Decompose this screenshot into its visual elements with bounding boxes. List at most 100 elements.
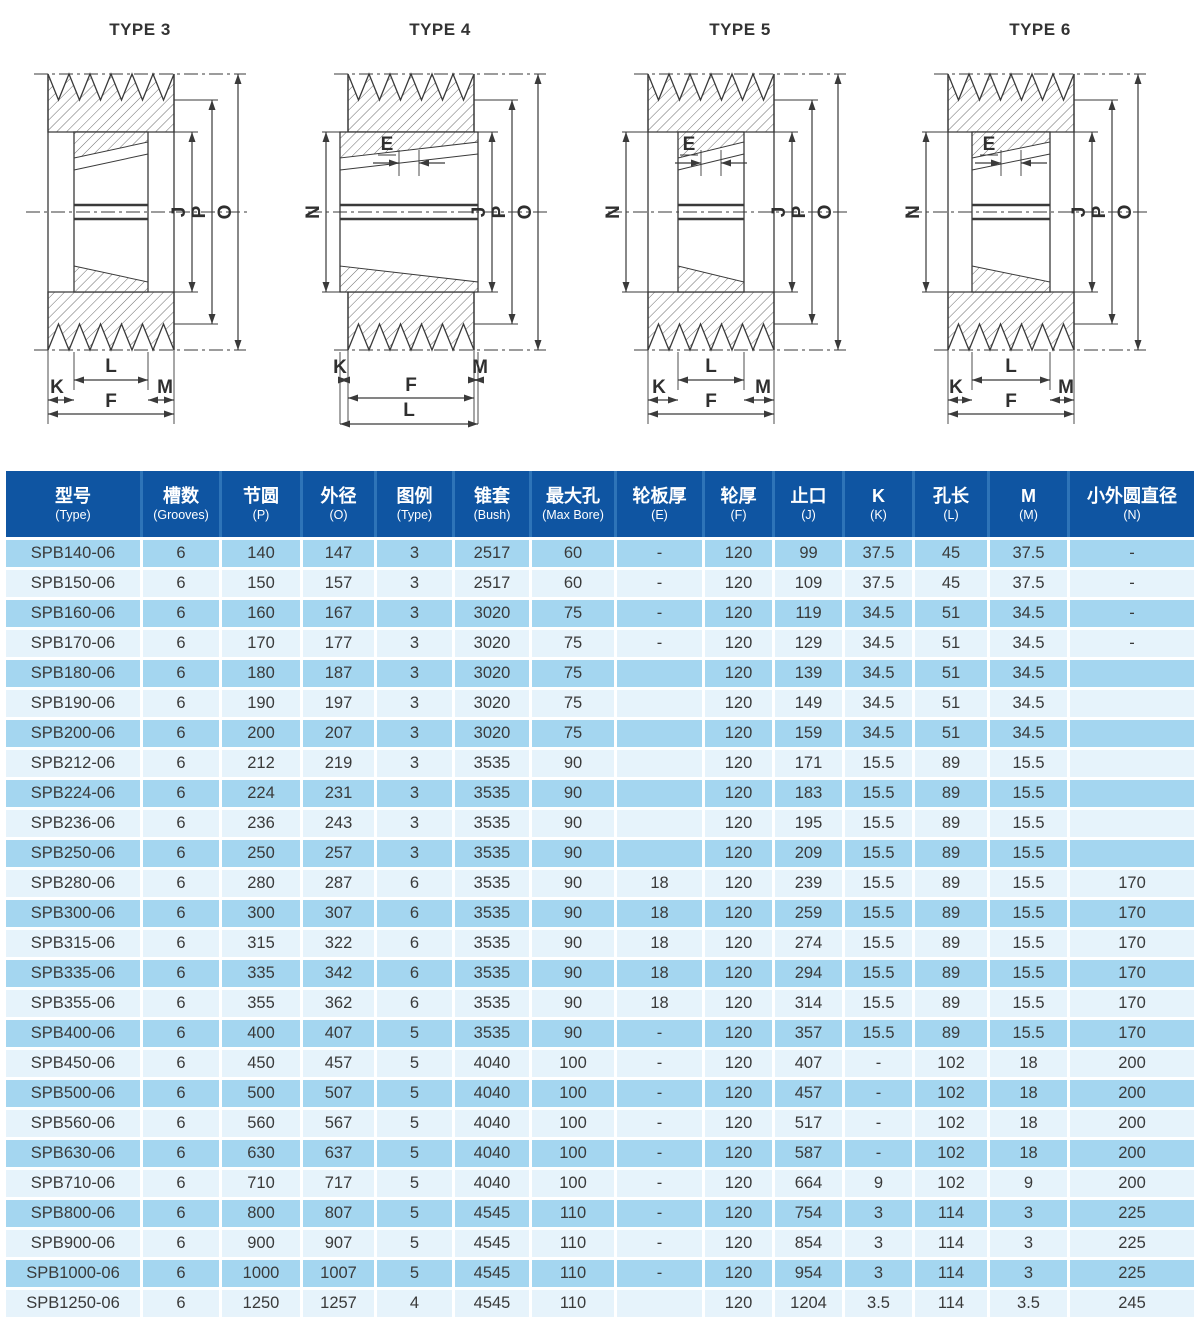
table-cell: 954 (775, 1260, 842, 1287)
table-cell: 90 (532, 1020, 614, 1047)
table-cell: 6 (143, 750, 219, 777)
table-cell: 637 (303, 1140, 374, 1167)
table-row: SPB355-06 6 355 362 6 3535 90 18 120 314 15.5 89 15.… (6, 990, 1194, 1017)
svg-text:O: O (815, 205, 836, 220)
table-cell: 754 (775, 1200, 842, 1227)
table-cell: 147 (303, 540, 374, 567)
table-cell: 34.5 (990, 690, 1067, 717)
table-cell: 6 (143, 780, 219, 807)
table-cell: 89 (915, 930, 987, 957)
svg-text:F: F (105, 391, 117, 412)
table-cell: 6 (377, 900, 452, 927)
table-cell: 6 (143, 870, 219, 897)
table-cell: 18 (617, 960, 702, 987)
table-cell: 90 (532, 750, 614, 777)
table-cell: - (845, 1050, 912, 1077)
table-cell: 120 (705, 990, 772, 1017)
table-row: SPB400-06 6 400 407 5 3535 90-120 357 15.5 89 15.5… (6, 1020, 1194, 1047)
table-cell: 100 (532, 1110, 614, 1137)
table-cell: 89 (915, 960, 987, 987)
table-cell (617, 840, 702, 867)
column-header: 孔长 (L) (915, 471, 987, 537)
table-cell: 6 (143, 1140, 219, 1167)
column-header-zh: 图例 (396, 485, 433, 506)
table-cell: 357 (775, 1020, 842, 1047)
table-cell (1070, 750, 1194, 777)
table-cell: 15.5 (845, 900, 912, 927)
table-cell: 120 (705, 930, 772, 957)
table-cell: 90 (532, 930, 614, 957)
column-header: 小外圆直径 (N) (1070, 471, 1194, 537)
table-row: SPB710-06 6 710 717 5 4040 100-120 664 9 102 9 200 (6, 1170, 1194, 1197)
diagram-title-type-4: TYPE 4 (409, 20, 471, 39)
table-cell: 171 (775, 750, 842, 777)
column-header-en: (J) (801, 507, 816, 522)
table-cell: 102 (915, 1140, 987, 1167)
column-header: 节圆 (P) (222, 471, 300, 537)
table-cell: 200 (1070, 1140, 1194, 1167)
table-cell (617, 690, 702, 717)
table-cell: 90 (532, 900, 614, 927)
column-header-zh: 止口 (790, 485, 827, 506)
table-cell: 34.5 (845, 660, 912, 687)
table-row: SPB900-06 6 900 907 5 4545 110-120 854 3 114 3 225 (6, 1230, 1194, 1257)
svg-text:J: J (1069, 207, 1090, 218)
table-cell: 15.5 (990, 780, 1067, 807)
table-cell: 18 (990, 1080, 1067, 1107)
table-cell: - (845, 1080, 912, 1107)
table-cell: 200 (1070, 1050, 1194, 1077)
table-cell: 45 (915, 570, 987, 597)
table-cell: 102 (915, 1080, 987, 1107)
table-cell (1070, 840, 1194, 867)
table-cell: 34.5 (990, 720, 1067, 747)
table-cell: 517 (775, 1110, 842, 1137)
table-cell: 3020 (455, 630, 529, 657)
table-cell: 15.5 (845, 960, 912, 987)
table-cell: 34.5 (845, 630, 912, 657)
table-cell: SPB710-06 (6, 1170, 140, 1197)
table-cell: 120 (705, 1080, 772, 1107)
svg-text:L: L (105, 356, 117, 377)
table-cell: 160 (222, 600, 300, 627)
table-cell: 6 (143, 690, 219, 717)
table-cell: 200 (1070, 1110, 1194, 1137)
table-cell (1070, 810, 1194, 837)
table-cell: 3020 (455, 600, 529, 627)
table-cell: 907 (303, 1230, 374, 1257)
table-cell: 100 (532, 1140, 614, 1167)
table-cell (617, 750, 702, 777)
table-cell: 120 (705, 960, 772, 987)
svg-text:F: F (405, 375, 417, 396)
table-cell: 219 (303, 750, 374, 777)
table-cell: 90 (532, 780, 614, 807)
table-row: SPB212-06 6 212 219 3 3535 90 120 171 15.5 89 15.5 (6, 750, 1194, 777)
table-cell: 9 (845, 1170, 912, 1197)
table-cell: 75 (532, 690, 614, 717)
table-cell (617, 810, 702, 837)
table-cell: 157 (303, 570, 374, 597)
table-cell: 9 (990, 1170, 1067, 1197)
table-cell: 45 (915, 540, 987, 567)
table-cell: 6 (143, 960, 219, 987)
column-header-en: (P) (252, 507, 270, 522)
table-cell: - (1070, 600, 1194, 627)
table-cell: SPB236-06 (6, 810, 140, 837)
svg-text:J: J (469, 207, 490, 218)
table-cell: 89 (915, 840, 987, 867)
table-cell: 15.5 (990, 930, 1067, 957)
column-header-zh: 最大孔 (546, 485, 600, 506)
column-header-zh: K (872, 485, 885, 506)
column-header-en: (Grooves) (153, 507, 209, 522)
table-cell: SPB180-06 (6, 660, 140, 687)
table-cell: 167 (303, 600, 374, 627)
table-cell: 6 (143, 810, 219, 837)
column-header-zh: 孔长 (933, 485, 969, 506)
table-cell: 200 (1070, 1170, 1194, 1197)
table-cell: SPB150-06 (6, 570, 140, 597)
table-cell: 99 (775, 540, 842, 567)
table-cell: 3535 (455, 810, 529, 837)
table-cell: 314 (775, 990, 842, 1017)
table-cell: 114 (915, 1230, 987, 1257)
svg-text:E: E (983, 134, 996, 155)
